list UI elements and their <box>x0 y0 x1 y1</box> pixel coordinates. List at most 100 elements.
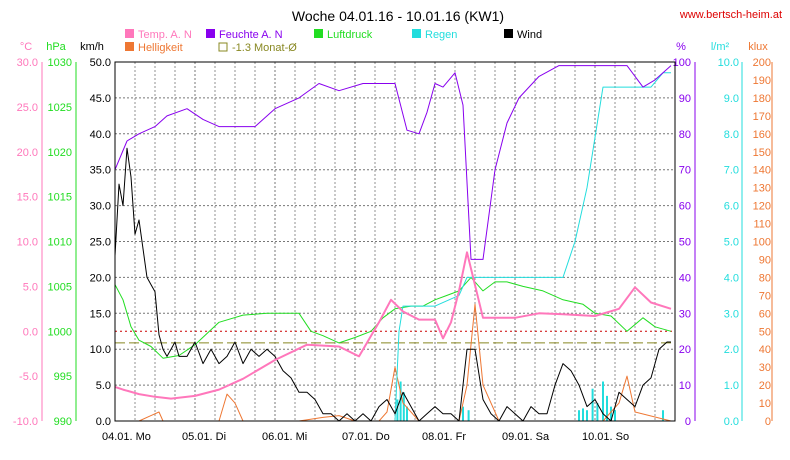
axis-tick-pressure: 995 <box>54 371 72 383</box>
axis-tick-temp: 15.0 <box>17 192 38 204</box>
axis-tick-brightness: 190 <box>753 75 771 87</box>
axis-tick-rain: 4.0 <box>724 272 739 284</box>
legend-swatch <box>125 29 134 38</box>
axis-tick-temp: 10.0 <box>17 237 38 249</box>
legend-swatch <box>504 29 513 38</box>
axis-tick-temp: 5.0 <box>23 281 38 293</box>
axis-tick-humidity: 10 <box>679 380 691 392</box>
rain-bar <box>462 406 464 421</box>
series-regenline <box>115 72 671 422</box>
axis-tick-wind: 5.0 <box>96 380 111 392</box>
axis-tick-humidity: 50 <box>679 237 691 249</box>
axis-tick-humidity: 30 <box>679 308 691 320</box>
axis-tick-wind: 25.0 <box>90 237 111 249</box>
x-tick-label: 06.01. Mi <box>262 431 307 443</box>
legend-swatch <box>206 29 215 38</box>
legend-label: Feuchte A. N <box>219 29 283 41</box>
axis-tick-humidity: 80 <box>679 129 691 141</box>
legend-swatch <box>314 29 323 38</box>
axis-tick-wind: 45.0 <box>90 93 111 105</box>
axis-tick-wind: 15.0 <box>90 308 111 320</box>
axis-tick-temp: 20.0 <box>17 147 38 159</box>
axis-tick-temp: 25.0 <box>17 102 38 114</box>
axis-tick-humidity: 60 <box>679 201 691 213</box>
x-tick-label: 08.01. Fr <box>422 431 466 443</box>
axis-tick-brightness: 130 <box>753 183 771 195</box>
x-tick-label: 10.01. So <box>582 431 629 443</box>
axis-tick-wind: 20.0 <box>90 272 111 284</box>
axis-tick-humidity: 70 <box>679 165 691 177</box>
rain-bar <box>406 406 408 421</box>
axis-tick-pressure: 1000 <box>48 326 72 338</box>
rain-bar <box>606 395 608 421</box>
legend: Temp. A. N Feuchte A. N Luftdruck Regen Wind… <box>125 29 542 54</box>
axis-tick-brightness: 120 <box>753 201 771 213</box>
axis-tick-temp: 30.0 <box>17 57 38 69</box>
series-luftdruckline <box>114 276 672 359</box>
axis-unit-temp: °C <box>20 41 32 53</box>
legend-label: Wind <box>517 29 542 41</box>
legend-label: Temp. A. N <box>138 29 192 41</box>
axis-tick-brightness: 140 <box>753 165 771 177</box>
axis-tick-pressure: 1025 <box>48 102 72 114</box>
rain-bar <box>467 410 470 421</box>
x-tick-label: 04.01. Mo <box>102 431 151 443</box>
axis-tick-humidity: 0 <box>685 416 691 428</box>
axis-tick-rain: 6.0 <box>724 201 739 213</box>
axis-tick-temp: 0.0 <box>23 326 38 338</box>
axis-tick-brightness: 0 <box>765 416 771 428</box>
axis-tick-brightness: 50 <box>759 326 771 338</box>
bars <box>396 381 664 421</box>
axis-tick-rain: 0.0 <box>724 416 739 428</box>
legend-swatch <box>125 42 134 51</box>
axis-unit-humidity: % <box>676 41 686 53</box>
axis-tick-wind: 0.0 <box>96 416 111 428</box>
website-label: www.bertsch-heim.at <box>679 9 782 21</box>
axis-tick-wind: 40.0 <box>90 129 111 141</box>
rain-bar <box>402 392 405 421</box>
axis-tick-pressure: 1015 <box>48 192 72 204</box>
series-helligkeitline <box>115 303 672 422</box>
axis-tick-rain: 9.0 <box>724 93 739 105</box>
axis-tick-brightness: 200 <box>753 57 771 69</box>
series-windline <box>114 147 671 422</box>
legend-label: -1.3 Monat-Ø <box>232 42 297 54</box>
axis-tick-brightness: 170 <box>753 111 771 123</box>
rain-bar <box>602 381 604 421</box>
rain-bar <box>399 381 402 421</box>
axis-tick-brightness: 90 <box>759 254 771 266</box>
legend-label: Luftdruck <box>327 29 373 41</box>
axis-tick-temp: -10.0 <box>13 416 38 428</box>
axis-tick-rain: 1.0 <box>724 380 739 392</box>
series-feuchte-a-nline <box>114 65 672 260</box>
chart-title: Woche 04.01.16 - 10.01.16 (KW1) <box>292 8 504 24</box>
grid <box>115 62 675 421</box>
axis-tick-wind: 30.0 <box>90 201 111 213</box>
axis-tick-rain: 8.0 <box>724 129 739 141</box>
legend-label: Helligkeit <box>138 42 183 54</box>
rain-bar <box>582 408 584 421</box>
rain-bar <box>596 403 599 421</box>
axis-tick-wind: 35.0 <box>90 165 111 177</box>
axis-labels: 30.025.020.015.010.05.00.0-5.0-10.0°C103… <box>13 41 773 443</box>
rain-bar <box>614 410 616 421</box>
series-lines <box>114 65 672 422</box>
series-temp-a-nline <box>114 251 672 400</box>
axis-tick-brightness: 10 <box>759 398 771 410</box>
legend-label: Regen <box>425 29 457 41</box>
axis-tick-brightness: 70 <box>759 290 771 302</box>
axis-tick-brightness: 40 <box>759 344 771 356</box>
axis-tick-wind: 10.0 <box>90 344 111 356</box>
axis-unit-pressure: hPa <box>46 41 66 53</box>
plot-frame <box>114 61 676 422</box>
rain-bar <box>396 399 399 421</box>
axis-tick-brightness: 60 <box>759 308 771 320</box>
axis-unit-wind: km/h <box>80 41 104 53</box>
axis-tick-pressure: 1005 <box>48 281 72 293</box>
rain-bar <box>578 410 580 421</box>
axis-tick-brightness: 150 <box>753 147 771 159</box>
axis-tick-humidity: 100 <box>673 57 691 69</box>
axis-tick-rain: 10.0 <box>718 57 739 69</box>
legend-swatch <box>218 42 228 52</box>
